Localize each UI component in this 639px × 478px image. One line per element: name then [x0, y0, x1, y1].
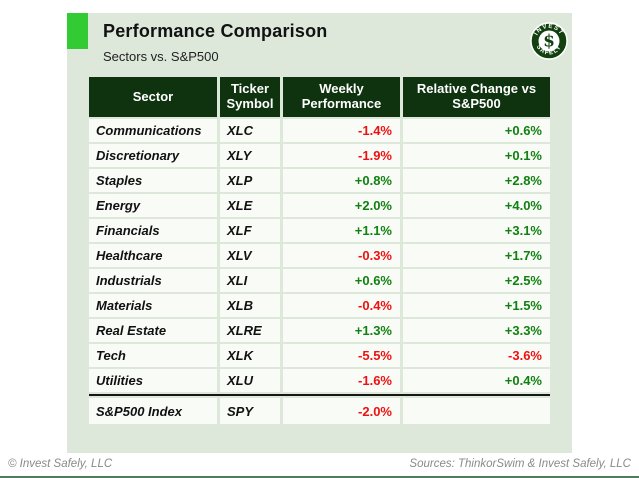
- weekly-performance-cell: -2.0%: [283, 398, 400, 424]
- column-header-relative: Relative Change vs S&P500: [403, 77, 550, 117]
- weekly-performance-cell: +1.1%: [283, 219, 400, 242]
- accent-square: [67, 13, 88, 49]
- relative-change-cell: +0.4%: [403, 369, 550, 392]
- weekly-performance-cell: -0.4%: [283, 294, 400, 317]
- ticker-cell: XLP: [220, 169, 280, 192]
- copyright-text: © Invest Safely, LLC: [8, 458, 113, 470]
- relative-change-cell: +1.7%: [403, 244, 550, 267]
- relative-change-cell: +0.1%: [403, 144, 550, 167]
- sector-cell: Tech: [89, 344, 217, 367]
- sector-cell: Utilities: [89, 369, 217, 392]
- relative-change-cell: +1.5%: [403, 294, 550, 317]
- weekly-performance-cell: -1.4%: [283, 119, 400, 142]
- weekly-performance-cell: -1.9%: [283, 144, 400, 167]
- sector-cell: Financials: [89, 219, 217, 242]
- relative-change-cell: +4.0%: [403, 194, 550, 217]
- weekly-performance-cell: +1.3%: [283, 319, 400, 342]
- ticker-cell: SPY: [220, 398, 280, 424]
- performance-table: Sector Ticker Symbol Weekly Performance …: [89, 77, 550, 424]
- ticker-cell: XLE: [220, 194, 280, 217]
- ticker-cell: XLB: [220, 294, 280, 317]
- page-title: Performance Comparison: [103, 21, 328, 41]
- index-divider-line: [89, 394, 550, 396]
- relative-change-cell: -3.6%: [403, 344, 550, 367]
- sector-cell: Energy: [89, 194, 217, 217]
- page-subtitle: Sectors vs. S&P500: [103, 49, 219, 64]
- sector-cell: Materials: [89, 294, 217, 317]
- weekly-performance-cell: +0.8%: [283, 169, 400, 192]
- sector-cell: Communications: [89, 119, 217, 142]
- weekly-performance-cell: -0.3%: [283, 244, 400, 267]
- relative-change-cell: +2.8%: [403, 169, 550, 192]
- ticker-cell: XLK: [220, 344, 280, 367]
- ticker-cell: XLRE: [220, 319, 280, 342]
- sector-cell: S&P500 Index: [89, 398, 217, 424]
- bottom-border-line: [0, 476, 639, 478]
- ticker-cell: XLF: [220, 219, 280, 242]
- sector-cell: Staples: [89, 169, 217, 192]
- column-header-sector: Sector: [89, 77, 217, 117]
- ticker-cell: XLY: [220, 144, 280, 167]
- column-header-weekly: Weekly Performance: [283, 77, 400, 117]
- content-panel: Performance Comparison Sectors vs. S&P50…: [67, 13, 572, 453]
- footer: © Invest Safely, LLC Sources: ThinkorSwi…: [0, 455, 639, 473]
- sector-cell: Industrials: [89, 269, 217, 292]
- weekly-performance-cell: -5.5%: [283, 344, 400, 367]
- relative-change-cell: +3.3%: [403, 319, 550, 342]
- weekly-performance-cell: -1.6%: [283, 369, 400, 392]
- invest-safely-logo-icon: INVEST SAFELY $: [530, 22, 568, 60]
- sector-cell: Discretionary: [89, 144, 217, 167]
- ticker-cell: XLC: [220, 119, 280, 142]
- column-header-ticker: Ticker Symbol: [220, 77, 280, 117]
- logo-dollar-symbol: $: [543, 32, 555, 52]
- sources-text: Sources: ThinkorSwim & Invest Safely, LL…: [409, 458, 631, 470]
- sector-cell: Real Estate: [89, 319, 217, 342]
- weekly-performance-cell: +0.6%: [283, 269, 400, 292]
- relative-change-cell: +0.6%: [403, 119, 550, 142]
- ticker-cell: XLI: [220, 269, 280, 292]
- weekly-performance-cell: +2.0%: [283, 194, 400, 217]
- ticker-cell: XLV: [220, 244, 280, 267]
- ticker-cell: XLU: [220, 369, 280, 392]
- relative-change-cell: [403, 398, 550, 424]
- relative-change-cell: +2.5%: [403, 269, 550, 292]
- relative-change-cell: +3.1%: [403, 219, 550, 242]
- sector-cell: Healthcare: [89, 244, 217, 267]
